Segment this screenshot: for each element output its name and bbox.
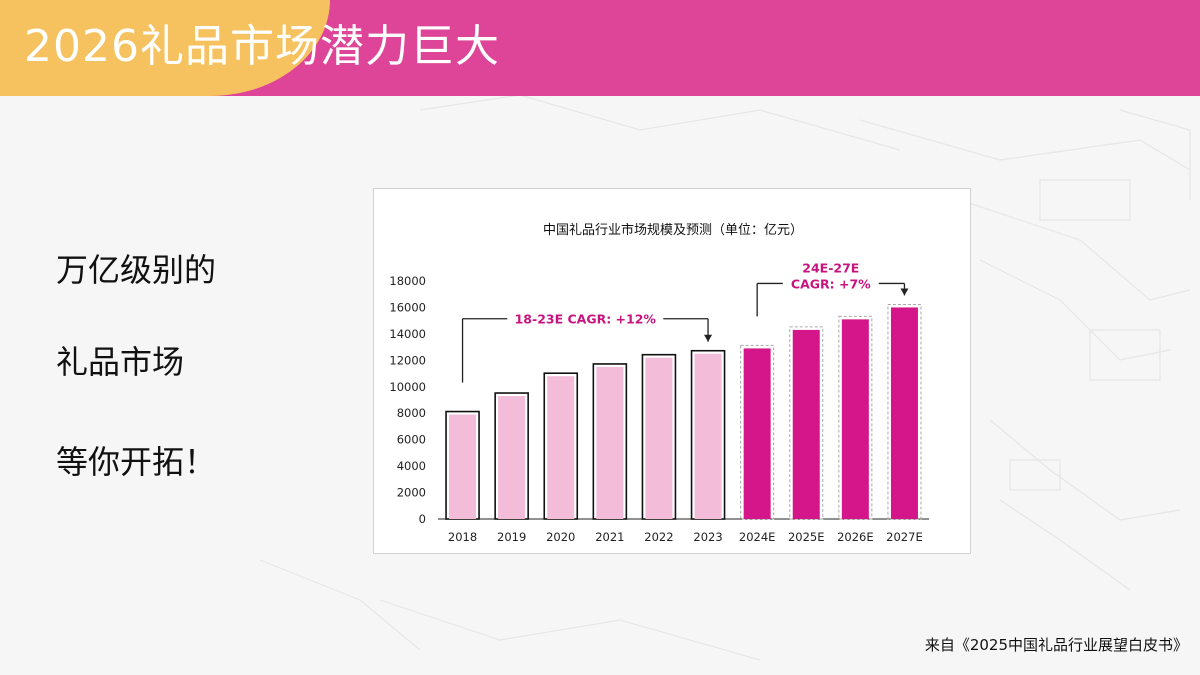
x-tick-label: 2027E bbox=[886, 530, 923, 544]
annotation-label: CAGR: +7% bbox=[791, 276, 871, 291]
x-tick-label: 2022 bbox=[644, 530, 673, 544]
annotation-label: 18-23E CAGR: +12% bbox=[515, 312, 657, 327]
bar bbox=[547, 376, 575, 519]
chart-title: 中国礼品行业市场规模及预测（单位：亿元） bbox=[543, 222, 803, 238]
x-tick-label: 2024E bbox=[739, 530, 776, 544]
y-tick-label: 6000 bbox=[397, 433, 426, 447]
x-tick-label: 2026E bbox=[837, 530, 874, 544]
bar bbox=[841, 319, 869, 519]
annotation-label: 24E-27E bbox=[802, 260, 859, 275]
x-tick-label: 2025E bbox=[788, 530, 825, 544]
tagline-line-3: 等你开拓！ bbox=[56, 443, 217, 481]
x-tick-label: 2023 bbox=[693, 530, 722, 544]
header-accent-shape bbox=[0, 0, 330, 96]
tagline-line-2: 礼品市场 bbox=[56, 343, 185, 381]
chart-card: 中国礼品行业市场规模及预测（单位：亿元） 0 2000 4000 6000 8000 100… bbox=[373, 188, 971, 554]
tagline-line-1: 万亿级别的 bbox=[56, 251, 217, 289]
x-tick-label: 2020 bbox=[546, 530, 575, 544]
y-tick-label: 4000 bbox=[397, 459, 426, 473]
x-tick-label: 2018 bbox=[448, 530, 477, 544]
bar bbox=[498, 396, 526, 519]
source-citation: 来自《2025中国礼品行业展望白皮书》 bbox=[924, 636, 1188, 654]
bar bbox=[596, 366, 624, 519]
page-title: 2026礼品市场潜力巨大 bbox=[24, 21, 500, 72]
y-tick-label: 18000 bbox=[389, 274, 426, 288]
y-tick-label: 12000 bbox=[389, 353, 426, 367]
y-tick-label: 8000 bbox=[397, 406, 426, 420]
annotation-arrowhead bbox=[704, 334, 713, 342]
y-tick-label: 10000 bbox=[389, 380, 426, 394]
x-tick-label: 2019 bbox=[497, 530, 526, 544]
y-tick-label: 16000 bbox=[389, 300, 426, 314]
annotation-arrowhead bbox=[900, 288, 909, 296]
bar bbox=[743, 348, 771, 519]
bar bbox=[890, 307, 918, 519]
bar bbox=[645, 357, 673, 519]
bar bbox=[449, 414, 477, 519]
y-tick-label: 14000 bbox=[389, 327, 426, 341]
y-tick-label: 2000 bbox=[397, 486, 426, 500]
bar bbox=[694, 353, 722, 519]
bar bbox=[792, 329, 820, 519]
market-size-bar-chart: 中国礼品行业市场规模及预测（单位：亿元） 0 2000 4000 6000 8000 100… bbox=[389, 222, 929, 544]
bar-forecast-outline bbox=[740, 344, 775, 520]
y-tick-label: 0 bbox=[419, 512, 426, 526]
x-tick-label: 2021 bbox=[595, 530, 624, 544]
bar-forecast-outline bbox=[887, 303, 922, 520]
